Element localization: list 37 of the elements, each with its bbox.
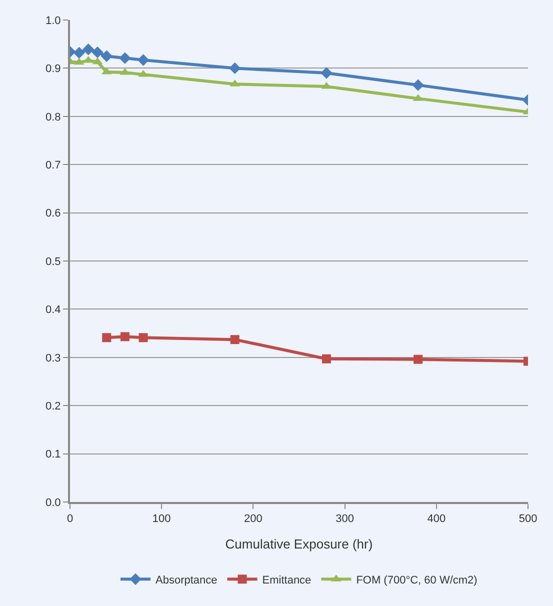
legend-label: Absorptance bbox=[156, 574, 218, 586]
y-tick-label: 0.5 bbox=[46, 256, 61, 268]
point bbox=[414, 354, 423, 364]
point bbox=[229, 62, 241, 74]
x-axis-title: Cumulative Exposure (hr) bbox=[225, 536, 373, 552]
x-tick-label: 200 bbox=[244, 513, 262, 526]
y-tick-label: 0.8 bbox=[46, 111, 61, 124]
point bbox=[120, 332, 130, 342]
point bbox=[230, 335, 240, 344]
x-tick-label: 0 bbox=[66, 513, 74, 526]
point bbox=[102, 333, 112, 342]
point bbox=[119, 52, 131, 64]
y-tick-label: 0.0 bbox=[46, 496, 61, 509]
y-tick-label: 0.2 bbox=[46, 400, 61, 412]
legend-label: Emittance bbox=[262, 574, 312, 586]
point bbox=[73, 46, 86, 59]
x-tick-label: 400 bbox=[427, 513, 446, 526]
y-tick-label: 0.1 bbox=[46, 448, 61, 461]
point bbox=[100, 50, 112, 62]
y-tick-label: 0.7 bbox=[46, 159, 61, 172]
x-tick-label: 500 bbox=[518, 513, 538, 526]
x-tick-label: 100 bbox=[152, 513, 171, 526]
y-tick-label: 0.3 bbox=[46, 352, 61, 364]
point bbox=[322, 354, 331, 364]
y-tick-label: 0.9 bbox=[46, 63, 61, 76]
point bbox=[137, 54, 150, 66]
point bbox=[412, 79, 424, 91]
point bbox=[138, 333, 148, 342]
x-tick-label: 300 bbox=[336, 513, 354, 526]
point bbox=[138, 70, 148, 77]
y-tick-label: 0.6 bbox=[46, 208, 61, 220]
point bbox=[92, 46, 104, 58]
legend-label: FOM (700°C, 60 W/cm2) bbox=[356, 574, 478, 586]
point bbox=[320, 67, 332, 79]
y-tick-label: 1.0 bbox=[46, 14, 61, 27]
point bbox=[82, 44, 94, 56]
y-tick-label: 0.4 bbox=[46, 304, 61, 316]
